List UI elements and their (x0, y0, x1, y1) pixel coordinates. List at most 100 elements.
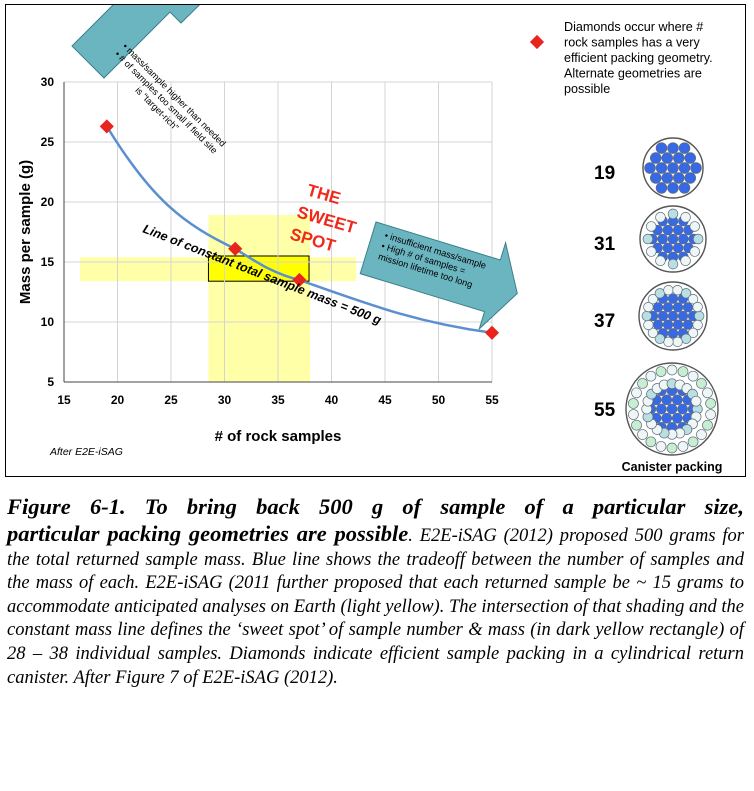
packing-circle (667, 293, 679, 304)
packing-circle (628, 398, 639, 409)
packing-circle (667, 182, 679, 194)
packing-circle (657, 310, 669, 322)
packing-circle (661, 172, 673, 184)
legend: Diamonds occur where # rock samples has a… (529, 20, 713, 96)
packing-circle (667, 233, 679, 245)
packing-circle (661, 394, 673, 406)
packing-circle (705, 398, 716, 409)
y-tick-label: 30 (41, 75, 55, 89)
arrow-up-left-text: • mass/sample higher than needed• # of s… (105, 41, 228, 164)
caption-title-line1: Figure 6-1. To bring back 500 g of sampl… (7, 494, 744, 519)
data-point-diamond (99, 119, 114, 134)
packing-circle (694, 310, 705, 322)
packing-circle (637, 429, 648, 440)
packing-circle (655, 441, 667, 452)
legend-text-line: possible (564, 82, 610, 96)
packing-circle (690, 162, 702, 174)
packing-circle (671, 412, 683, 424)
packing-circle (672, 172, 685, 184)
packing-circle (692, 233, 704, 245)
packing-count-label: 31 (594, 234, 616, 255)
caption-text: . E2E-iSAG (2012) proposed 500 grams for… (7, 526, 744, 688)
packing-circle (672, 224, 684, 236)
packing-circle (667, 162, 679, 174)
packing-circle (655, 255, 666, 266)
packing-circle (702, 419, 713, 431)
packing-circle (678, 142, 691, 154)
packing-count-label: 19 (594, 163, 615, 184)
packing-circle (666, 442, 678, 454)
packing-circle (687, 327, 699, 338)
packing-circle (702, 387, 713, 399)
packing-circle (642, 233, 654, 245)
packing-circle (672, 319, 684, 330)
packing-circle (705, 409, 716, 420)
packing-circle (649, 172, 662, 184)
packing-circle (672, 336, 683, 347)
packing-circle (655, 182, 668, 194)
packing-circle (643, 301, 654, 313)
x-tick-label: 55 (485, 393, 499, 407)
packing-circle (647, 327, 659, 338)
packing-circle (657, 233, 668, 245)
packing-circle (643, 319, 654, 331)
legend-diamond-icon (529, 34, 545, 50)
packing-circle (641, 310, 652, 322)
packing-circle (655, 142, 668, 154)
packing-circle (663, 336, 674, 347)
packing-circle (677, 441, 689, 452)
x-axis-title: # of rock samples (215, 428, 342, 445)
packing-circle (667, 142, 679, 154)
packing-count-label: 37 (594, 311, 615, 332)
packing-circle (661, 412, 673, 424)
legend-text-line: rock samples has a very (564, 36, 700, 50)
sweet-spot-label-line: THE (305, 181, 343, 209)
data-point-diamond (228, 241, 243, 256)
packing-circle (672, 152, 685, 164)
packing-circle (671, 394, 683, 406)
figure-caption: Figure 6-1. To bring back 500 g of sampl… (7, 493, 744, 690)
packing-circle (661, 152, 673, 164)
packing-circle (667, 328, 679, 339)
arrow-right (359, 221, 518, 331)
packing-circle (678, 162, 691, 174)
canister-packing: 19 31 37 55 Canister packing (594, 137, 722, 474)
legend-text-line: Alternate geometries are (564, 67, 702, 81)
caption-title-line2: particular packing geometries are possib… (7, 521, 409, 546)
x-tick-label: 30 (218, 393, 232, 407)
packing-circle (677, 310, 689, 322)
packing-circle (631, 387, 642, 399)
data-point-diamond (292, 272, 307, 288)
packing-circle (680, 288, 692, 299)
packing-circle (696, 378, 707, 389)
packing-circle (662, 242, 674, 254)
packing-circle (678, 233, 689, 245)
x-tick-label: 15 (57, 393, 71, 407)
packing-circle (666, 364, 678, 376)
packing-circle (672, 302, 684, 313)
legend-text-line: Diamonds occur where # (564, 20, 703, 34)
packing-circle (662, 224, 674, 236)
packing-circle (645, 370, 657, 382)
packing-circle (667, 258, 679, 270)
packing-circle (649, 152, 662, 164)
credit-label: After E2E-iSAG (49, 446, 123, 458)
packing-circle (692, 319, 703, 331)
packing-circle (662, 302, 674, 313)
x-tick-label: 25 (164, 393, 178, 407)
packing-circle (646, 246, 657, 257)
packing-circle (680, 333, 692, 344)
packing-circle (687, 436, 699, 448)
packing-circle (644, 162, 656, 174)
packing-circle (687, 294, 699, 305)
packing-circle (655, 366, 667, 377)
packing-circle (631, 419, 642, 431)
packing-circle (654, 333, 666, 344)
packing-circle (663, 285, 674, 296)
legend-text-line: efficient packing geometry. (564, 51, 713, 65)
packing-circle (637, 378, 648, 389)
arrow-up-left (71, 5, 201, 79)
x-tick-label: 40 (325, 393, 339, 407)
